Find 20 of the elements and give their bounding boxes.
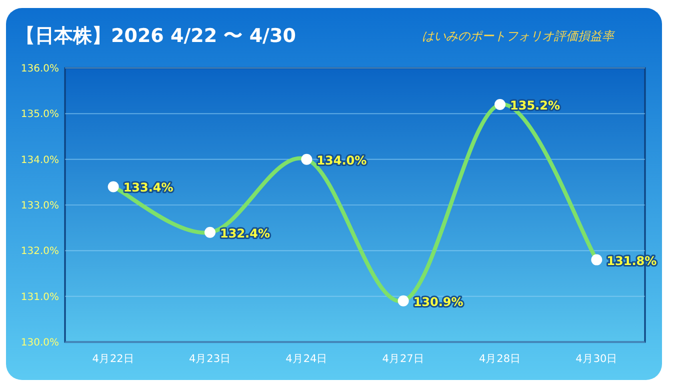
y-tick-label: 130.0%	[20, 338, 59, 348]
chart-subtitle: はいみのポートフォリオ評価損益率	[422, 29, 616, 43]
x-tick-label: 4月28日	[478, 353, 522, 365]
data-label: 132.4%	[220, 226, 270, 240]
y-tick-label: 131.0%	[20, 292, 59, 303]
x-tick-label: 4月23日	[188, 353, 232, 365]
data-label: 134.0%	[316, 153, 367, 168]
y-tick-label: 134.0%	[20, 154, 59, 166]
data-label: 133.4%	[123, 180, 174, 195]
x-tick-label: 4月27日	[382, 353, 424, 365]
y-tick-label: 135.0%	[20, 109, 59, 120]
x-tick-label: 4月30日	[576, 353, 618, 365]
y-tick-label: 132.0%	[20, 246, 59, 258]
y-tick-label: 133.0%	[20, 200, 59, 212]
chart-title: 【日本株】2026 4/22 〜 4/30	[16, 25, 296, 47]
y-tick-label: 136.0%	[20, 64, 59, 74]
x-tick-label: 4月24日	[286, 353, 328, 365]
data-label: 135.2%	[510, 98, 560, 113]
data-label: 130.9%	[413, 294, 464, 309]
x-tick-label: 4月22日	[92, 353, 134, 365]
